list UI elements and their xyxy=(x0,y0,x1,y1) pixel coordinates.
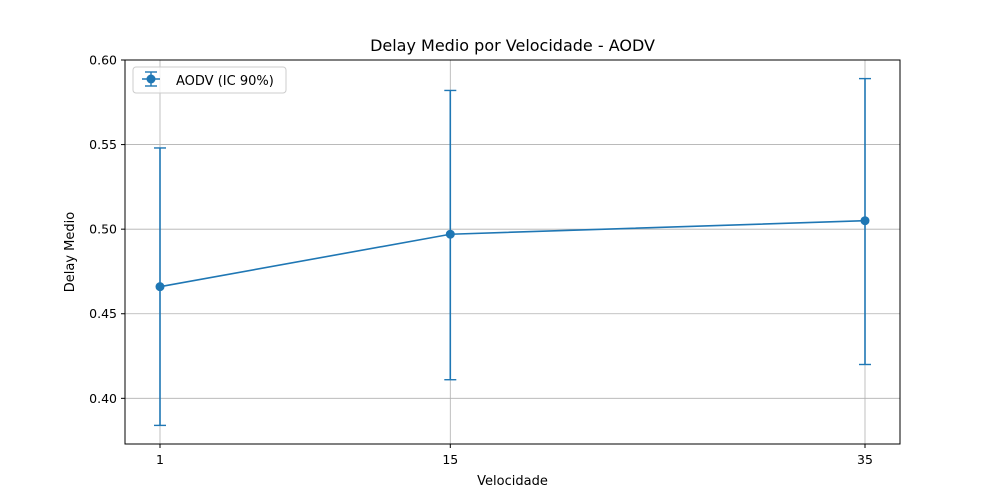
legend-marker xyxy=(146,74,156,84)
y-tick-label: 0.55 xyxy=(89,137,117,152)
legend-box xyxy=(132,66,287,94)
legend: AODV (IC 90%) xyxy=(132,66,287,94)
data-point xyxy=(445,229,455,239)
data-point xyxy=(860,216,870,226)
y-axis-label: Delay Medio xyxy=(63,212,78,292)
x-tick-label: 35 xyxy=(857,452,873,467)
chart-title: Delay Medio por Velocidade - AODV xyxy=(370,36,655,55)
y-tick-label: 0.60 xyxy=(89,53,117,68)
series-layer xyxy=(154,77,871,427)
y-tick-label: 0.45 xyxy=(89,306,117,321)
tick-layer: 0.40 0.45 0.50 0.55 0.60 1 15 35 xyxy=(89,53,873,468)
legend-series-label: AODV (IC 90%) xyxy=(176,74,274,89)
legend-series-symbol xyxy=(142,71,160,87)
data-point xyxy=(155,282,165,292)
x-tick-label: 15 xyxy=(442,452,458,467)
y-tick-label: 0.40 xyxy=(89,391,117,406)
x-tick-label: 1 xyxy=(156,452,164,467)
x-axis-label: Velocidade xyxy=(477,474,548,489)
y-tick-label: 0.50 xyxy=(89,222,117,237)
plot-area-frame xyxy=(124,59,901,445)
